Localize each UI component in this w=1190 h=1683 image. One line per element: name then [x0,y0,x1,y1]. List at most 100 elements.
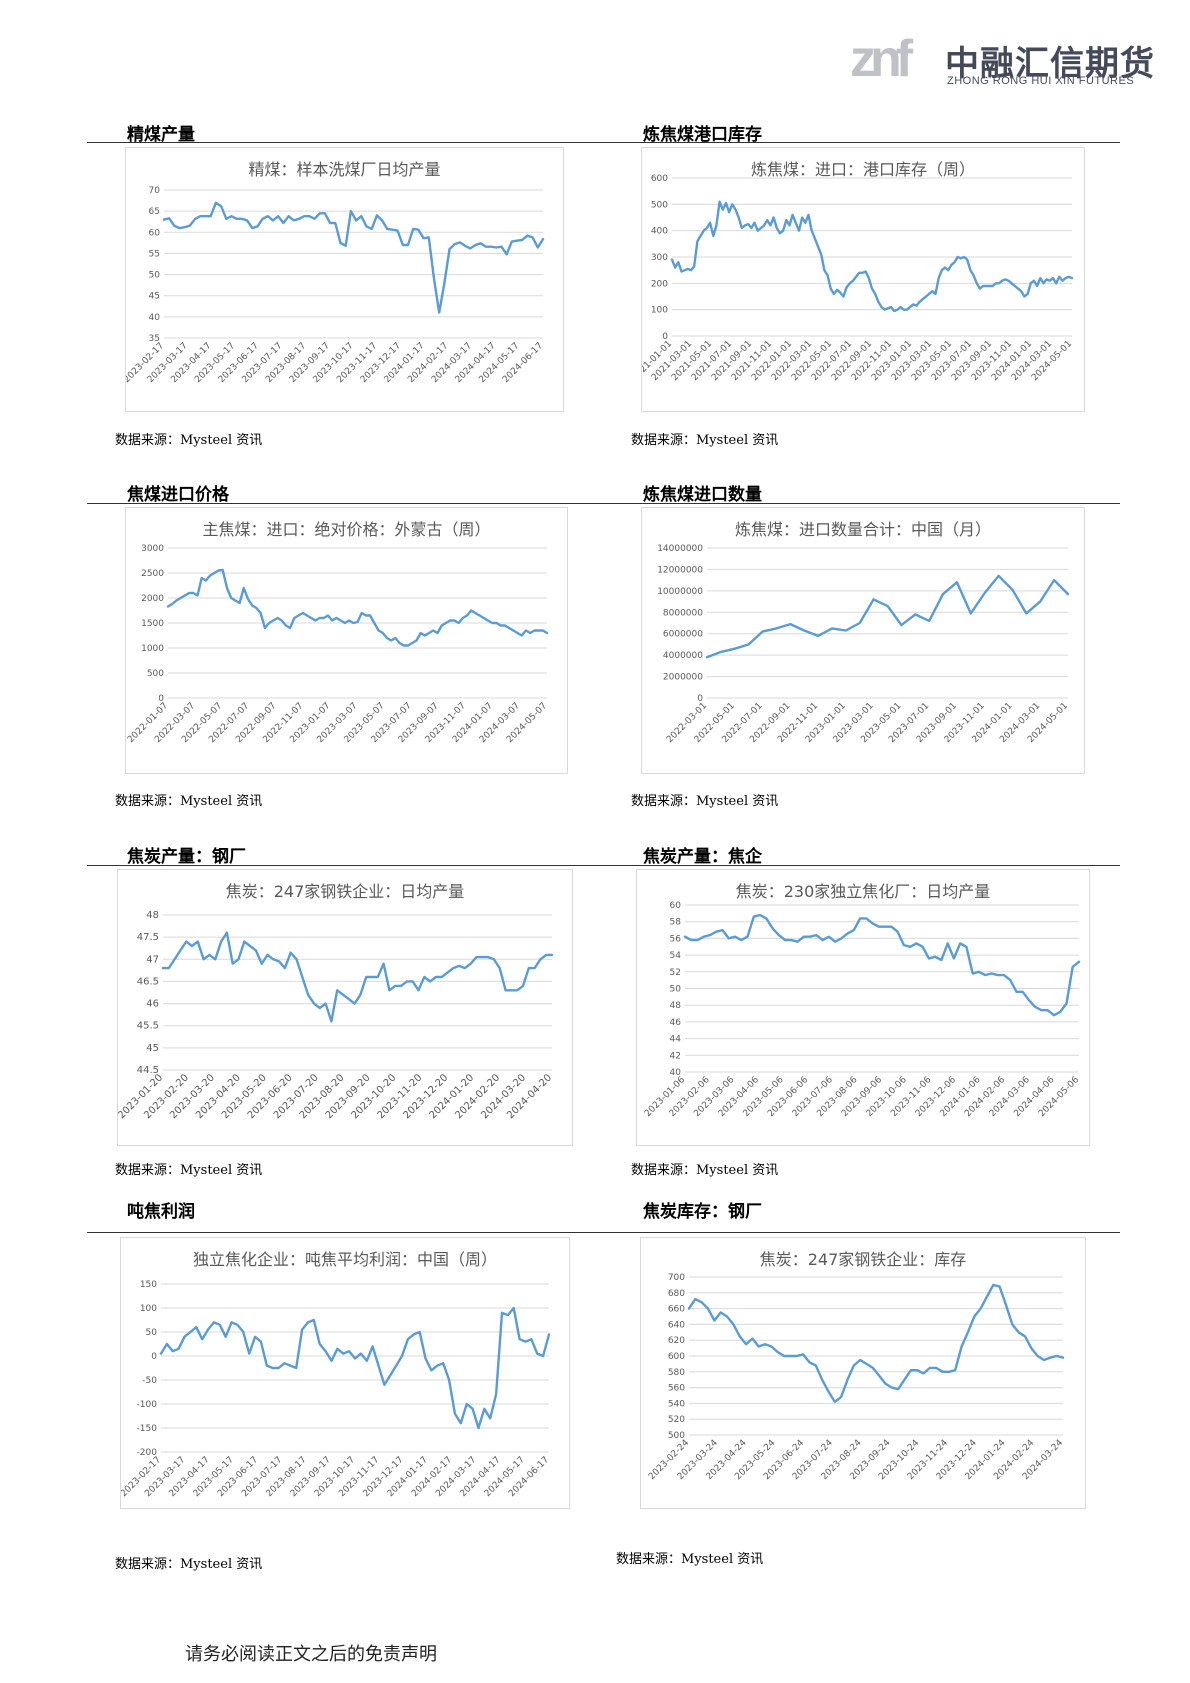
y-tick-label: 10000000 [657,587,703,597]
y-tick-label: 700 [668,1273,685,1283]
chart-svg-7: -200-150-100-500501001502023-02-172023-0… [121,1280,551,1499]
section-rule-3 [87,865,1120,866]
y-tick-label: 52 [670,968,681,978]
chart-frame-3: 主焦煤：进口：绝对价格：外蒙古（周） 0 500 1000 1500 2000 2500 3… [125,507,568,774]
y-tick-label: 8000000 [663,608,703,618]
section-title-2: 炼焦煤港口库存 [643,125,762,145]
section-title-4: 炼焦煤进口数量 [643,485,762,505]
series-line [162,201,545,314]
section-title-3: 焦煤进口价格 [127,485,229,505]
y-tick-label: 42 [670,1051,681,1061]
y-tick-label: -100 [137,1400,158,1410]
y-tick-label: 40 [149,313,161,323]
footer-disclaimer: 请务必阅读正文之后的免责声明 [185,1644,437,1665]
y-tick-label: -150 [137,1424,158,1434]
section-title-1: 精煤产量 [127,125,195,145]
y-tick-label: 3000 [141,544,164,554]
y-tick-label: 1500 [141,619,164,629]
y-tick-label: 44 [670,1035,682,1045]
y-tick-label: -50 [142,1376,157,1386]
y-tick-label: 2500 [141,569,164,579]
y-tick-label: 58 [670,918,682,928]
y-tick-label: 65 [149,207,160,217]
y-tick-label: 2000 [141,594,164,604]
source-note-6: 数据来源：Mysteel 资讯 [631,1163,779,1178]
y-tick-label: 640 [668,1320,685,1330]
chart-title-4: 炼焦煤：进口数量合计：中国（月） [734,520,991,539]
chart-frame-2: 炼焦煤：进口：港口库存（周） 0 100 200 300 400 500 600 2021-0… [641,147,1085,412]
logo-mark-text: znf [850,30,914,86]
chart-frame-1: 精煤：样本洗煤厂日均产量 35 40 45 50 55 60 65 70 2023-02-17 2… [125,147,564,412]
chart-title-5: 焦炭：247家钢铁企业：日均产量 [225,882,465,901]
source-note-1: 数据来源：Mysteel 资讯 [115,433,263,448]
series-line [161,931,554,1023]
y-tick-label: 500 [668,1431,685,1441]
y-tick-label: 4000000 [663,651,703,661]
y-tick-label: 14000000 [657,544,703,554]
y-tick-label: 45.5 [137,1021,159,1032]
chart-title-1: 精煤：样本洗煤厂日均产量 [248,160,441,179]
chart-svg-1: 35404550556065702023-02-172023-03-172023… [126,186,545,385]
y-tick-label: 560 [668,1384,685,1394]
brand-logo-mark: znf [850,30,920,86]
source-note-4: 数据来源：Mysteel 资讯 [631,794,779,809]
section-rule-2 [87,503,1120,504]
chart-frame-8: 焦炭：247家钢铁企业：库存 500 520 540 560 580 600 620 640 6… [640,1237,1086,1509]
y-tick-label: 0 [697,694,703,704]
chart-svg-8: 5005205405605806006206406606807002023-02… [647,1273,1065,1482]
source-note-7: 数据来源：Mysteel 资讯 [115,1557,263,1572]
y-tick-label: 580 [668,1368,685,1378]
y-tick-label: 47 [146,954,159,965]
series-line [687,1283,1065,1404]
section-title-6: 焦炭产量：焦企 [643,847,762,867]
y-tick-label: 520 [668,1415,685,1425]
y-tick-label: 48 [670,1001,682,1011]
y-tick-label: 40 [670,1068,682,1078]
y-tick-label: 47.5 [137,932,159,943]
y-tick-label: 46 [670,1018,682,1028]
y-tick-label: 500 [651,200,668,210]
y-tick-label: 0 [151,1352,157,1362]
chart-frame-4: 炼焦煤：进口数量合计：中国（月） 0 2000000 4000000 6000000 8… [641,507,1085,774]
y-tick-label: 48 [146,910,159,921]
section-rule-4 [87,1232,1120,1233]
series-line [705,574,1070,659]
y-tick-label: 60 [149,228,161,238]
y-tick-label: 600 [651,174,668,184]
chart-title-3: 主焦煤：进口：绝对价格：外蒙古（周） [202,520,491,539]
section-rule-1 [87,142,1120,143]
y-tick-label: 46 [146,999,159,1010]
y-tick-label: 2000000 [663,673,703,683]
y-tick-label: 0 [158,694,164,704]
y-tick-label: 150 [140,1280,157,1290]
chart-title-8: 焦炭：247家钢铁企业：库存 [759,1250,967,1269]
y-tick-label: 680 [668,1289,685,1299]
y-tick-label: 45 [149,292,160,302]
chart-svg-3: 0500100015002000250030002022-01-072022-0… [126,544,549,745]
series-line [166,568,549,647]
brand-logo-cn: 中融汇信期货 [945,44,1155,84]
section-title-8: 焦炭库存：钢厂 [643,1202,762,1222]
y-tick-label: -200 [137,1448,158,1458]
y-tick-label: 660 [668,1305,685,1315]
y-tick-label: 540 [668,1399,685,1409]
chart-frame-7: 独立焦化企业：吨焦平均利润：中国（周） -200 -150 -100 -50 0 50 10… [120,1237,570,1509]
chart-svg-6: 40424446485052545658602023-01-062023-02-… [643,901,1081,1119]
y-tick-label: 500 [147,669,164,679]
series-line [670,200,1074,313]
y-tick-label: 300 [651,253,668,263]
y-tick-label: 55 [149,249,160,259]
chart-title-6: 焦炭：230家独立焦化厂：日均产量 [735,882,991,901]
y-tick-label: 54 [670,951,682,961]
chart-svg-4: 0 2000000 4000000 6000000 8000000 10000000 120… [657,544,1070,745]
chart-frame-5: 焦炭：247家钢铁企业：日均产量 44.5 45 45.5 46 46.5 47 47.5 4… [117,869,573,1146]
chart-svg-5: 44.54545.54646.54747.5482023-01-202023-0… [118,910,554,1121]
y-tick-label: 44.5 [137,1065,159,1076]
y-tick-label: 200 [651,279,668,289]
y-tick-label: 6000000 [663,630,703,640]
y-tick-label: 50 [149,271,161,281]
source-note-8: 数据来源：Mysteel 资讯 [616,1552,764,1567]
chart-frame-6: 焦炭：230家独立焦化厂：日均产量 40 42 44 46 48 50 52 54 56 58 60… [636,869,1090,1146]
brand-logo-en: ZHONG RONG HUI XIN FUTURES [947,75,1135,87]
chart-title-7: 独立焦化企业：吨焦平均利润：中国（周） [192,1250,497,1269]
